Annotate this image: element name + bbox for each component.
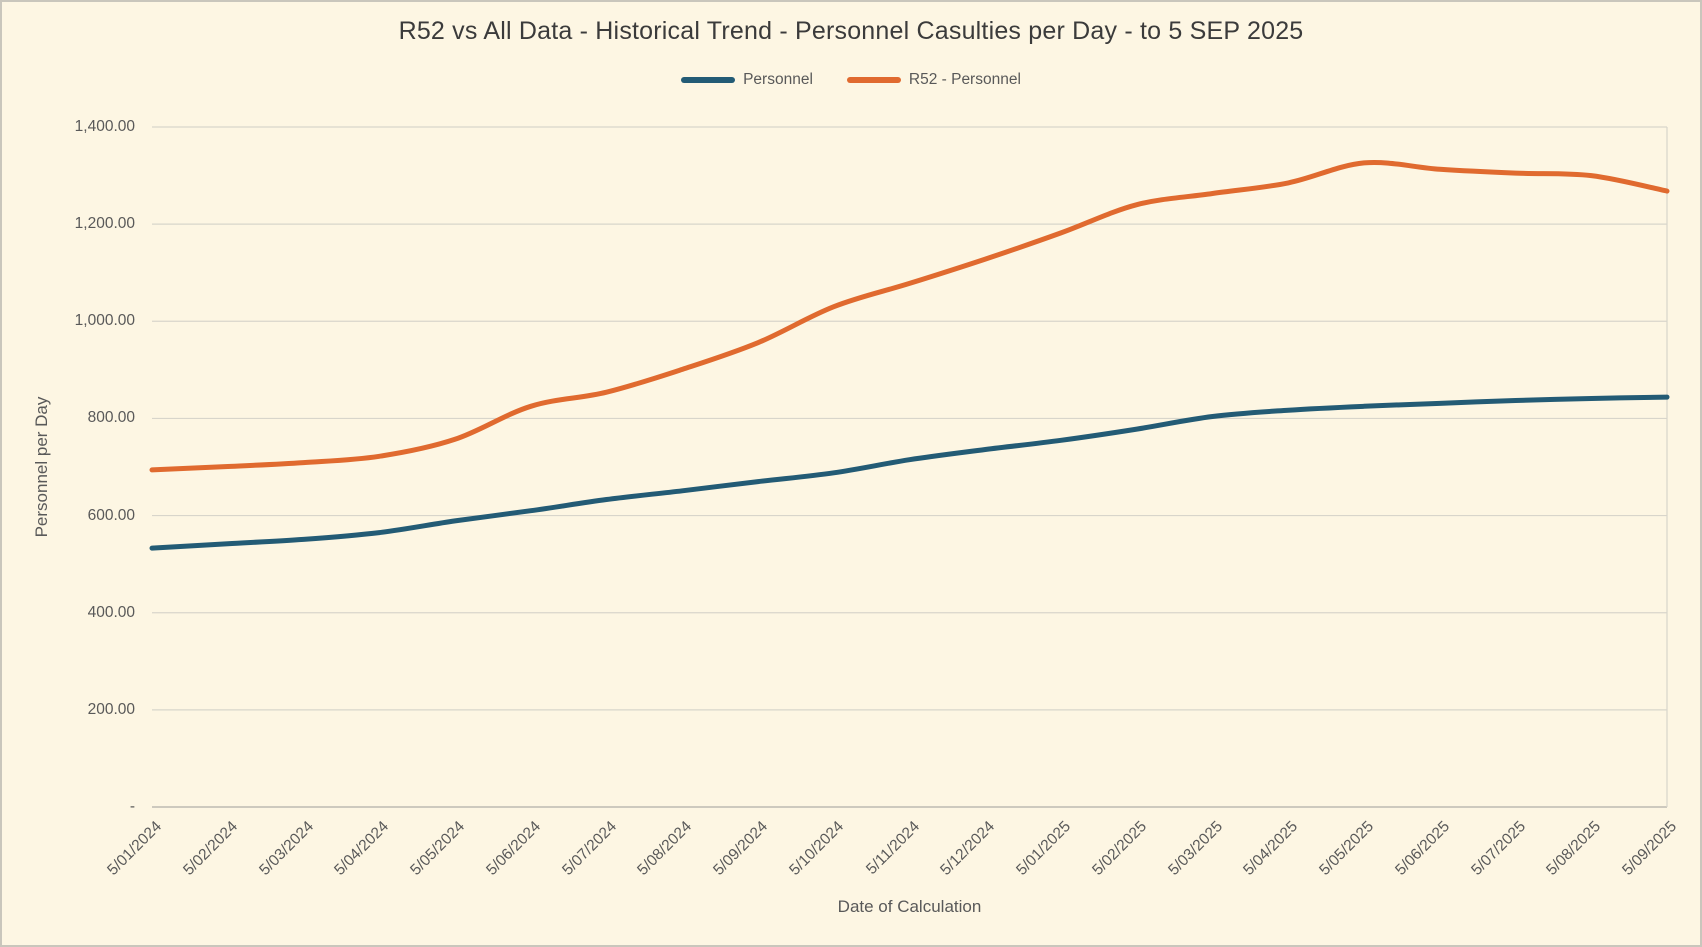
y-tick-label: 400.00: [87, 603, 135, 621]
y-tick-label: 1,000.00: [74, 312, 135, 330]
y-tick-label: 200.00: [87, 700, 135, 718]
y-tick-label: 1,400.00: [74, 118, 135, 135]
series-line-r52-personnel: [149, 159, 1670, 473]
legend-item: R52 - Personnel: [846, 71, 1021, 89]
chart-title: R52 vs All Data - Historical Trend - Per…: [398, 17, 1304, 45]
legend: Personnel R52 - Personnel: [2, 71, 1700, 89]
legend-label: Personnel: [743, 71, 813, 88]
x-axis-title: Date of Calculation: [837, 897, 982, 916]
series-line-personnel: [149, 394, 1670, 551]
y-tick-label: 800.00: [87, 409, 135, 427]
legend-item: Personnel: [681, 71, 813, 89]
y-tick-label: 600.00: [87, 506, 135, 524]
legend-marker-icon: [681, 77, 736, 83]
legend-marker-icon: [846, 77, 901, 83]
y-tick-label: 1,200.00: [74, 215, 135, 233]
legend-label: R52 - Personnel: [908, 71, 1021, 88]
y-tick-label: -: [129, 798, 135, 815]
